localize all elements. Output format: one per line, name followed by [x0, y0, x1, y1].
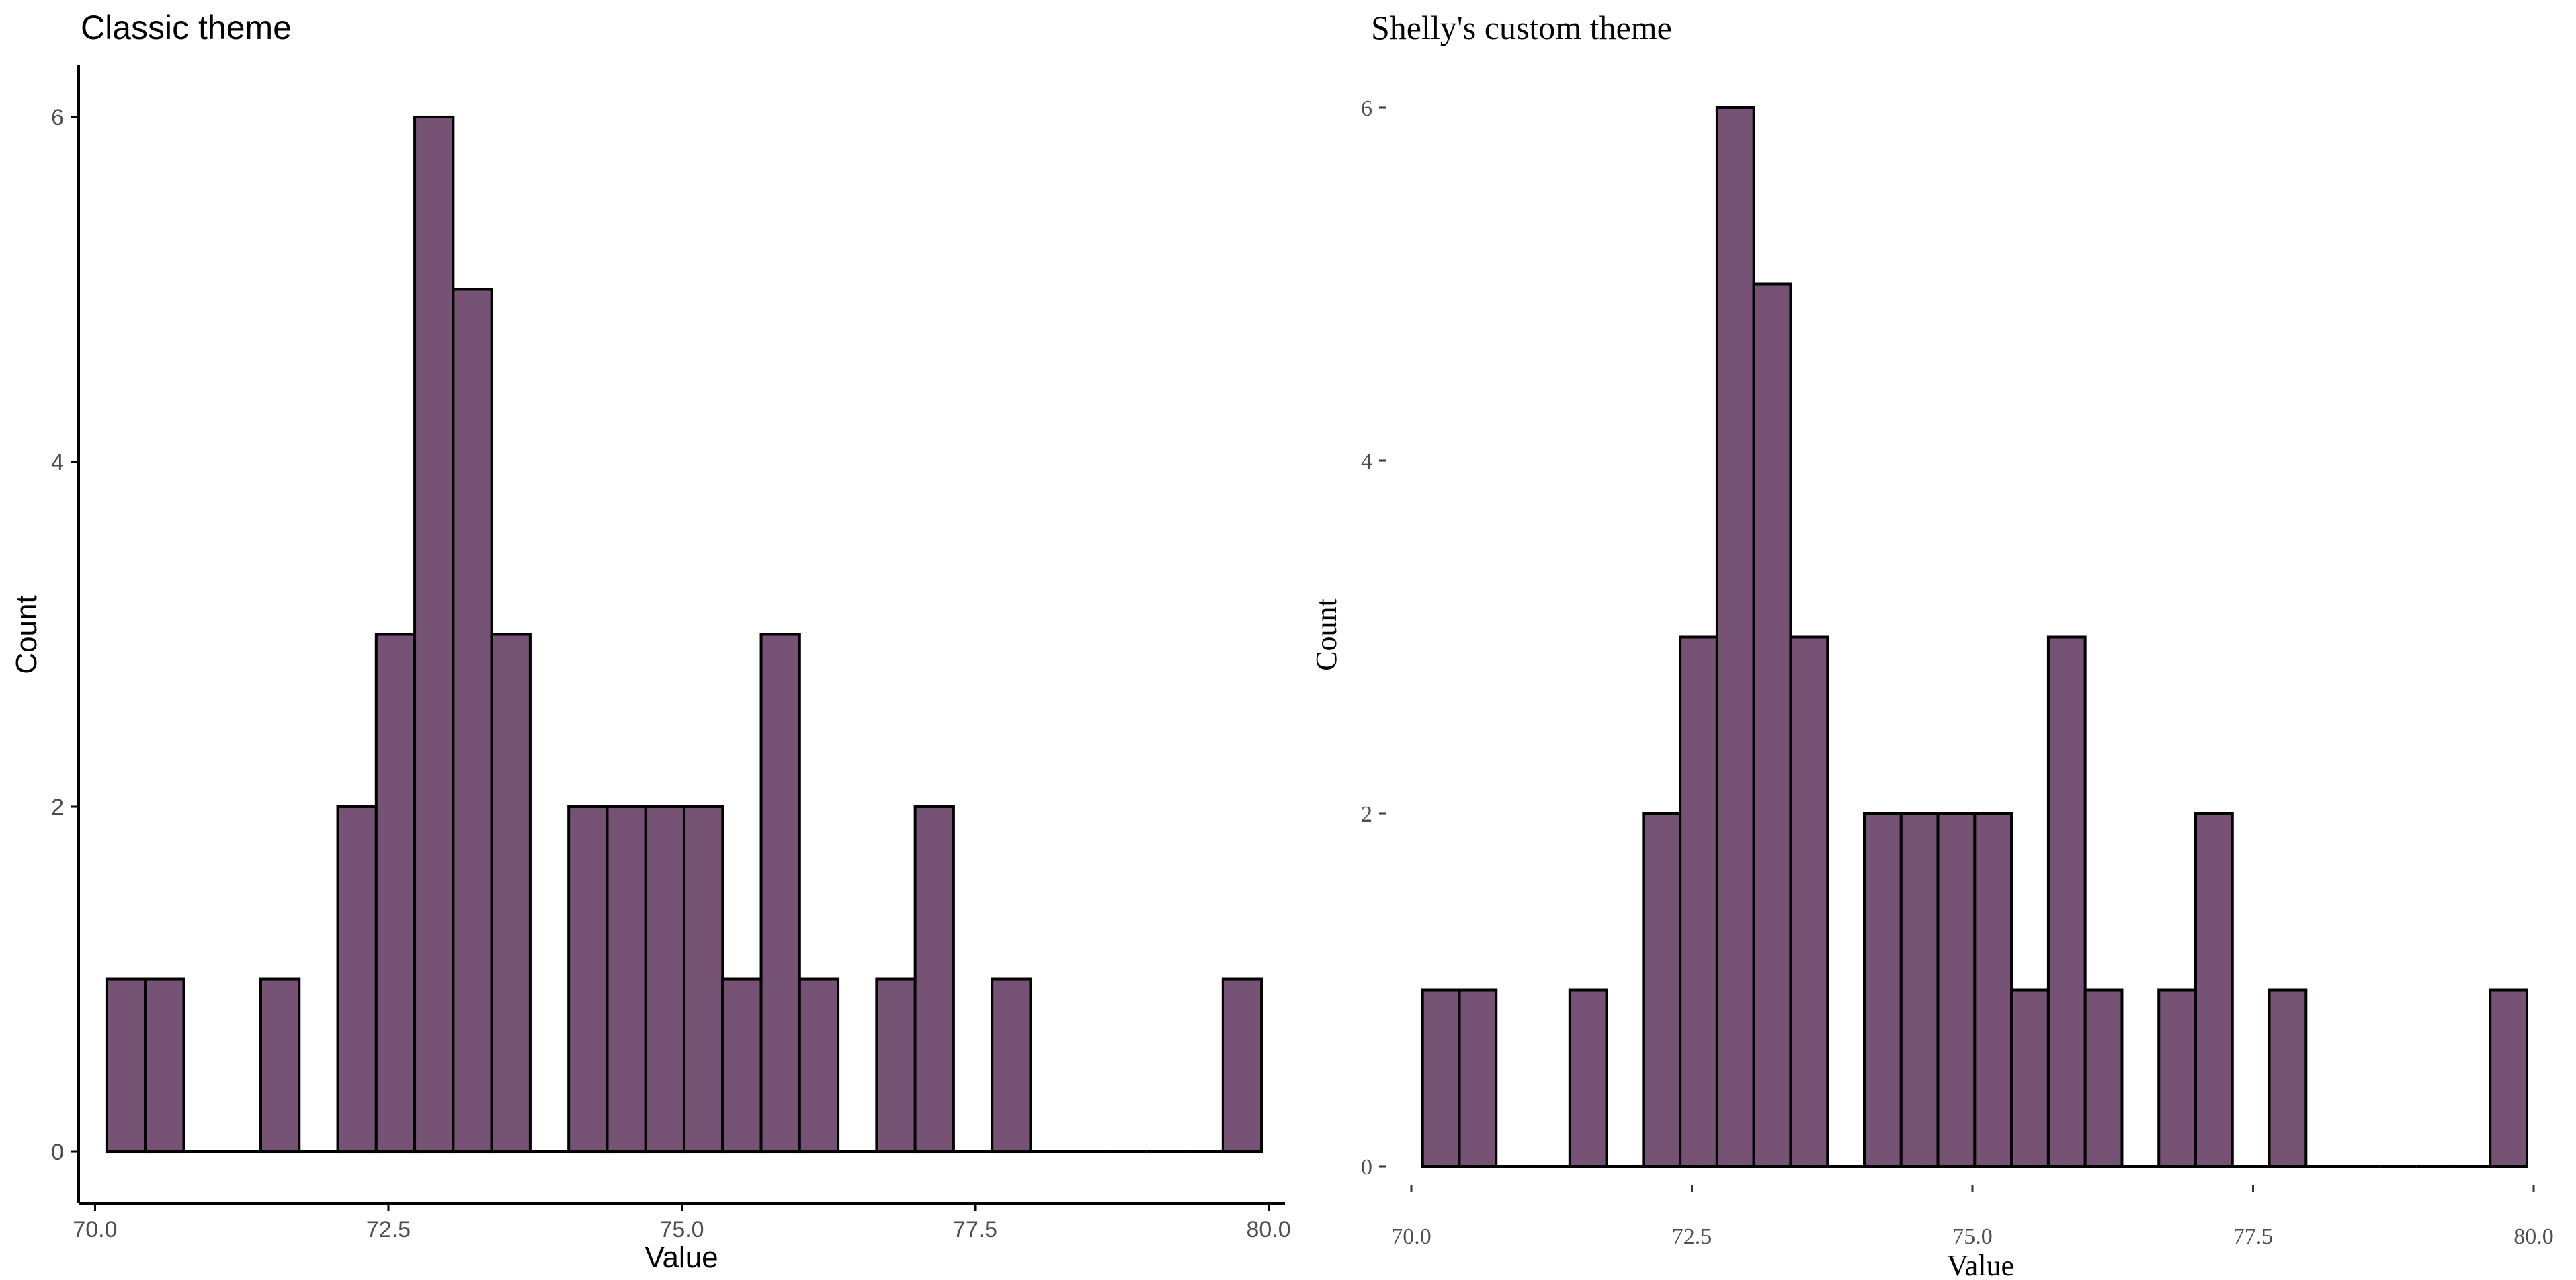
x-tick-label: 70.0	[73, 1217, 117, 1242]
x-tick-label: 75.0	[1952, 1224, 1993, 1249]
histogram-bar	[2046, 635, 2087, 1168]
histogram-bar	[798, 977, 840, 1154]
x-tick-label: 77.5	[953, 1217, 997, 1242]
chart-title: Classic theme	[81, 9, 292, 46]
y-tick-label: 4	[51, 450, 64, 475]
x-axis-ticks: 70.0 72.5 75.0 77.5 80.0	[73, 1203, 1291, 1242]
histogram-bar	[490, 633, 532, 1154]
y-axis-label: Count	[1310, 598, 1343, 671]
histogram-bar	[721, 977, 763, 1154]
y-tick-label: 4	[1361, 449, 1372, 474]
chart-title: Shelly's custom theme	[1371, 9, 1672, 46]
classic-theme-panel: Classic theme 70.0 72.5 75.0 77.5 80.0 0246 …	[10, 9, 1291, 1274]
histogram-bar	[2268, 988, 2308, 1168]
x-tick-label: 72.5	[366, 1217, 411, 1242]
histogram-bar	[991, 977, 1032, 1154]
histogram-bar	[105, 977, 147, 1154]
histogram-bar	[567, 805, 609, 1154]
histogram-bar	[1936, 812, 1977, 1168]
histogram-bar	[1221, 977, 1263, 1154]
histogram-bar	[913, 805, 955, 1154]
y-tick-label: 6	[1361, 96, 1372, 121]
histogram-bar	[1568, 988, 1608, 1168]
histogram-bar	[2157, 988, 2197, 1168]
x-axis-label: Value	[1947, 1249, 2014, 1280]
y-axis-ticks: 0 2 4 6	[1361, 96, 1386, 1180]
histogram-bar	[606, 805, 647, 1154]
y-tick-label: 2	[1361, 802, 1372, 827]
histogram-bar	[1973, 812, 2013, 1168]
histogram-bar	[759, 633, 801, 1154]
histogram-bar	[259, 977, 301, 1154]
histogram-bar	[452, 288, 493, 1154]
histogram-bar	[1458, 988, 1498, 1168]
y-tick-label: 0	[51, 1139, 64, 1165]
histogram-bars	[105, 115, 1263, 1154]
histogram-bars	[1421, 106, 2528, 1168]
histogram-bar	[1863, 812, 1903, 1168]
histogram-bar	[1752, 282, 1792, 1168]
histogram-bar	[2489, 988, 2528, 1168]
histogram-bar	[1899, 812, 1940, 1168]
x-tick-label: 77.5	[2233, 1224, 2274, 1249]
histogram-bar	[682, 805, 724, 1154]
histogram-bar	[1715, 106, 1755, 1168]
histogram-bar	[2010, 988, 2050, 1168]
x-tick-label: 80.0	[2513, 1224, 2554, 1249]
histogram-bar	[644, 805, 685, 1154]
y-tick-label: 0	[1361, 1155, 1372, 1180]
histogram-bar	[875, 977, 917, 1154]
y-tick-label: 6	[51, 105, 64, 130]
x-tick-label: 75.0	[659, 1217, 704, 1242]
histogram-bar	[336, 805, 378, 1154]
histogram-bar	[1789, 635, 1829, 1168]
y-axis-label: Count	[10, 595, 43, 674]
histogram-bar	[374, 633, 417, 1154]
histogram-bar	[1679, 635, 1718, 1168]
x-tick-label: 80.0	[1246, 1217, 1290, 1242]
histogram-bar	[1421, 988, 1461, 1168]
y-axis-ticks: 0 2 4 6	[51, 105, 79, 1165]
y-tick-label: 2	[51, 795, 64, 820]
histogram-bar	[2083, 988, 2124, 1168]
x-axis-label: Value	[645, 1241, 718, 1274]
custom-theme-panel: Shelly's custom theme 70.0 72.5 75.0 77.5 80…	[1310, 9, 2554, 1280]
histogram-bar	[1642, 812, 1682, 1168]
x-axis-ticks: 70.0 72.5 75.0 77.5 80.0	[1391, 1185, 2554, 1249]
histogram-bar	[2194, 812, 2234, 1168]
x-tick-label: 72.5	[1672, 1224, 1712, 1249]
histogram-bar	[413, 115, 455, 1154]
histogram-bar	[144, 977, 185, 1154]
x-tick-label: 70.0	[1391, 1224, 1431, 1249]
